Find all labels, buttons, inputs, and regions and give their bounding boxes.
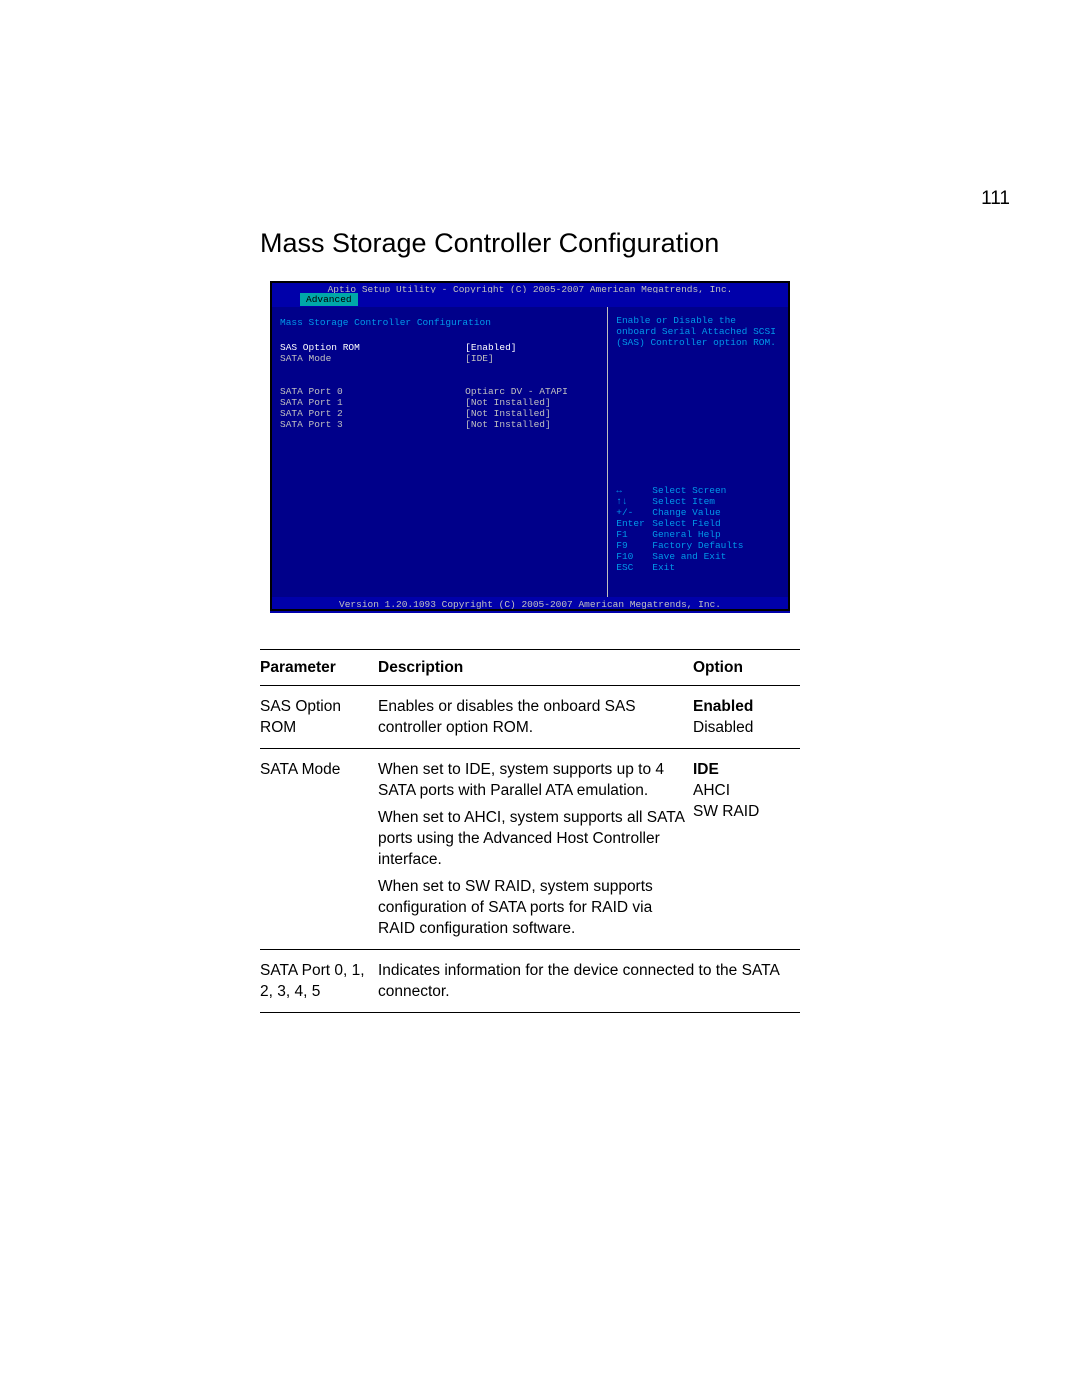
bios-port-value: [Not Installed] [465,408,599,419]
bios-key-legend: ↔Select Screen↑↓Select Item+/-Change Val… [616,485,780,573]
bios-port-label: SATA Port 0 [280,386,465,397]
cell-description: Indicates information for the device con… [378,950,800,1013]
bios-key-desc: Change Value [652,507,720,518]
bios-port-value: [Not Installed] [465,419,599,430]
bios-setting-row: SAS Option ROM[Enabled] [280,342,599,353]
table-row: SAS Option ROMEnables or disables the on… [260,686,800,749]
bios-key-row: ↔Select Screen [616,485,780,496]
bios-port-row: SATA Port 3[Not Installed] [280,419,599,430]
bios-help-text: Enable or Disable the onboard Serial Att… [616,315,780,348]
description-paragraph: When set to AHCI, system supports all SA… [378,807,687,870]
bios-key-row: F1General Help [616,529,780,540]
description-paragraph: Enables or disables the onboard SAS cont… [378,696,687,738]
option-value: Disabled [693,717,794,738]
header-description: Description [378,650,693,686]
bios-key-row: EnterSelect Field [616,518,780,529]
page-number: 111 [981,188,1010,210]
option-value: Enabled [693,696,794,717]
option-value: AHCI [693,780,794,801]
bios-screenshot: Aptio Setup Utility - Copyright (C) 2005… [270,281,790,613]
cell-parameter: SATA Port 0, 1, 2, 3, 4, 5 [260,950,378,1013]
bios-right-panel: Enable or Disable the onboard Serial Att… [607,307,788,597]
table-row: SATA Port 0, 1, 2, 3, 4, 5Indicates info… [260,950,800,1013]
bios-setting-value: [Enabled] [465,342,599,353]
bios-tab-bar: Advanced [270,293,790,307]
bios-setting-label: SATA Mode [280,353,465,364]
bios-key: +/- [616,507,652,518]
bios-top-bar: Aptio Setup Utility - Copyright (C) 2005… [270,281,790,293]
bios-key: F10 [616,551,652,562]
bios-key: Enter [616,518,652,529]
bios-section-title: Mass Storage Controller Configuration [280,317,599,328]
cell-description: When set to IDE, system supports up to 4… [378,749,693,950]
bios-port-value: [Not Installed] [465,397,599,408]
cell-option: EnabledDisabled [693,686,800,749]
bios-key-row: +/-Change Value [616,507,780,518]
bios-port-label: SATA Port 3 [280,419,465,430]
bios-key-desc: Select Item [652,496,715,507]
bios-key: F9 [616,540,652,551]
bios-setting-label: SAS Option ROM [280,342,465,353]
table-header-row: Parameter Description Option [260,650,800,686]
page-title: Mass Storage Controller Configuration [260,228,820,259]
cell-parameter: SATA Mode [260,749,378,950]
bios-key-desc: Select Screen [652,485,726,496]
header-option: Option [693,650,800,686]
bios-port-row: SATA Port 2[Not Installed] [280,408,599,419]
bios-key-desc: Exit [652,562,675,573]
cell-description: Enables or disables the onboard SAS cont… [378,686,693,749]
bios-key-row: ↑↓Select Item [616,496,780,507]
cell-option: IDEAHCISW RAID [693,749,800,950]
description-paragraph: When set to IDE, system supports up to 4… [378,759,687,801]
header-parameter: Parameter [260,650,378,686]
cell-parameter: SAS Option ROM [260,686,378,749]
bios-key: ESC [616,562,652,573]
bios-port-label: SATA Port 1 [280,397,465,408]
bios-port-label: SATA Port 2 [280,408,465,419]
bios-key-row: F9Factory Defaults [616,540,780,551]
bios-key-desc: Select Field [652,518,720,529]
bios-key-desc: Save and Exit [652,551,726,562]
bios-setting-row: SATA Mode[IDE] [280,353,599,364]
bios-key-row: F10Save and Exit [616,551,780,562]
bios-key: ↑↓ [616,496,652,507]
bios-key-desc: General Help [652,529,720,540]
bios-port-row: SATA Port 1[Not Installed] [280,397,599,408]
bios-setting-value: [IDE] [465,353,599,364]
bios-key-row: ESCExit [616,562,780,573]
table-row: SATA ModeWhen set to IDE, system support… [260,749,800,950]
option-value: IDE [693,759,794,780]
bios-key-desc: Factory Defaults [652,540,743,551]
bios-key: ↔ [616,485,652,496]
description-paragraph: When set to SW RAID, system supports con… [378,876,687,939]
parameter-table: Parameter Description Option SAS Option … [260,649,800,1013]
bios-bottom-bar: Version 1.20.1093 Copyright (C) 2005-200… [270,597,790,611]
bios-port-row: SATA Port 0Optiarc DV - ATAPI [280,386,599,397]
bios-left-panel: Mass Storage Controller Configuration SA… [272,307,607,597]
option-value: SW RAID [693,801,794,822]
description-paragraph: Indicates information for the device con… [378,960,794,1002]
bios-key: F1 [616,529,652,540]
bios-tab-advanced: Advanced [300,293,358,306]
bios-port-value: Optiarc DV - ATAPI [465,386,599,397]
